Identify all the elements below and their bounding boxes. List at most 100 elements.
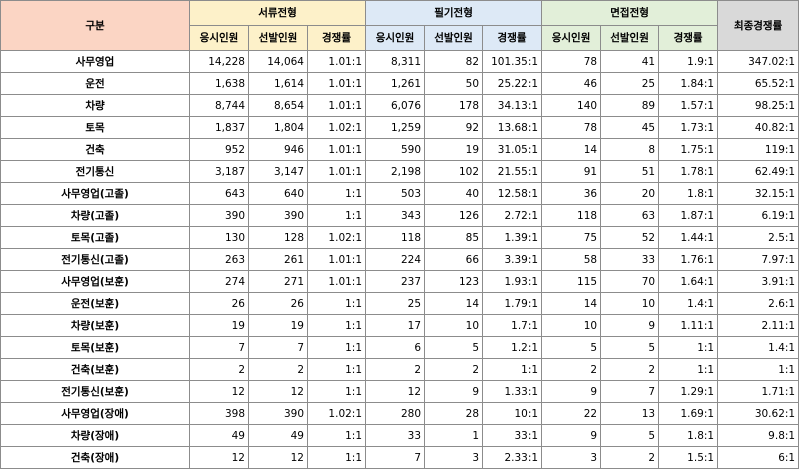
doc-applicants-cell: 8,744	[189, 94, 249, 117]
row-category-cell: 전기통신(보훈)	[0, 380, 190, 403]
table-row: 전기통신(보훈) 12 12 1:1 12 9 1.33:1 9 7 1.29:1 1.71:1	[0, 380, 800, 403]
row-category-cell: 사무영업(보훈)	[0, 270, 190, 293]
interview-applicants-cell: 78	[541, 50, 602, 73]
interview-applicants-cell: 75	[541, 226, 602, 249]
table-row: 사무영업(고졸) 643 640 1:1 503 40 12.58:1 36 20 1.8:1 32…	[0, 182, 800, 205]
written-selected-cell: 102	[424, 160, 484, 183]
written-rate-cell: 1.7:1	[482, 314, 543, 337]
interview-rate-cell: 1.57:1	[658, 94, 719, 117]
interview-applicants-cell: 140	[541, 94, 602, 117]
doc-rate-cell: 1:1	[306, 314, 367, 337]
written-applicants-header: 응시인원	[365, 25, 426, 51]
written-selected-cell: 82	[424, 50, 484, 73]
doc-rate-cell: 1.01:1	[306, 94, 367, 117]
doc-applicants-cell: 2	[189, 358, 249, 381]
interview-selected-cell: 2	[600, 358, 660, 381]
doc-rate-cell: 1:1	[306, 424, 367, 447]
interview-applicants-cell: 91	[541, 160, 602, 183]
doc-rate-cell: 1.01:1	[306, 160, 367, 183]
written-selected-cell: 123	[424, 270, 484, 293]
written-rate-cell: 34.13:1	[482, 94, 543, 117]
final-rate-cell: 7.97:1	[717, 248, 800, 271]
row-category-cell: 건축	[0, 138, 190, 161]
table-row: 건축(장애) 12 12 1:1 7 3 2.33:1 3 2 1.5:1 6:1	[0, 446, 800, 469]
written-rate-cell: 1.33:1	[482, 380, 543, 403]
written-selected-cell: 66	[424, 248, 484, 271]
interview-applicants-cell: 118	[541, 204, 602, 227]
table-row: 차량 8,744 8,654 1.01:1 6,076 178 34.13:1 140 89 1.…	[0, 94, 800, 117]
doc-rate-cell: 1:1	[306, 358, 367, 381]
doc-applicants-cell: 14,228	[189, 50, 249, 73]
written-selected-cell: 92	[424, 116, 484, 139]
interview-applicants-cell: 14	[541, 138, 602, 161]
doc-applicants-cell: 49	[189, 424, 249, 447]
doc-selected-cell: 7	[248, 336, 308, 359]
written-applicants-cell: 590	[365, 138, 426, 161]
doc-selected-cell: 390	[248, 204, 308, 227]
doc-rate-cell: 1.02:1	[306, 402, 367, 425]
written-rate-cell: 1.39:1	[482, 226, 543, 249]
doc-applicants-cell: 7	[189, 336, 249, 359]
row-category-cell: 사무영업(장애)	[0, 402, 190, 425]
interview-selected-cell: 52	[600, 226, 660, 249]
written-selected-cell: 28	[424, 402, 484, 425]
written-rate-cell: 2.72:1	[482, 204, 543, 227]
interview-rate-cell: 1.87:1	[658, 204, 719, 227]
interview-applicants-cell: 14	[541, 292, 602, 315]
doc-selected-cell: 390	[248, 402, 308, 425]
doc-applicants-cell: 643	[189, 182, 249, 205]
written-selected-cell: 5	[424, 336, 484, 359]
interview-applicants-cell: 46	[541, 72, 602, 95]
interview-selected-cell: 45	[600, 116, 660, 139]
written-rate-cell: 1.2:1	[482, 336, 543, 359]
final-rate-cell: 3.91:1	[717, 270, 800, 293]
interview-rate-cell: 1.29:1	[658, 380, 719, 403]
interview-rate-cell: 1.78:1	[658, 160, 719, 183]
final-rate-cell: 98.25:1	[717, 94, 800, 117]
final-rate-cell: 62.49:1	[717, 160, 800, 183]
written-rate-cell: 1.93:1	[482, 270, 543, 293]
row-category-cell: 사무영업(고졸)	[0, 182, 190, 205]
interview-selected-cell: 20	[600, 182, 660, 205]
written-rate-cell: 33:1	[482, 424, 543, 447]
written-selected-cell: 50	[424, 72, 484, 95]
interview-rate-cell: 1.73:1	[658, 116, 719, 139]
doc-selected-cell: 26	[248, 292, 308, 315]
interview-selected-cell: 41	[600, 50, 660, 73]
table-row: 토목(고졸) 130 128 1.02:1 118 85 1.39:1 75 52 1.44:1 2…	[0, 226, 800, 249]
doc-applicants-cell: 19	[189, 314, 249, 337]
interview-applicants-cell: 115	[541, 270, 602, 293]
interview-selected-cell: 89	[600, 94, 660, 117]
interview-rate-cell: 1:1	[658, 358, 719, 381]
interview-applicants-cell: 58	[541, 248, 602, 271]
interview-header: 면접전형	[541, 0, 719, 26]
written-selected-cell: 9	[424, 380, 484, 403]
doc-applicants-cell: 952	[189, 138, 249, 161]
interview-rate-cell: 1.11:1	[658, 314, 719, 337]
interview-applicants-cell: 9	[541, 424, 602, 447]
written-applicants-cell: 2,198	[365, 160, 426, 183]
final-rate-cell: 2.5:1	[717, 226, 800, 249]
written-rate-cell: 21.55:1	[482, 160, 543, 183]
interview-selected-cell: 70	[600, 270, 660, 293]
written-rate-cell: 12.58:1	[482, 182, 543, 205]
interview-selected-cell: 63	[600, 204, 660, 227]
written-applicants-cell: 503	[365, 182, 426, 205]
written-applicants-cell: 17	[365, 314, 426, 337]
written-applicants-cell: 237	[365, 270, 426, 293]
doc-applicants-cell: 3,187	[189, 160, 249, 183]
doc-rate-cell: 1.02:1	[306, 116, 367, 139]
row-category-cell: 차량(고졸)	[0, 204, 190, 227]
final-rate-cell: 6.19:1	[717, 204, 800, 227]
interview-applicants-header: 응시인원	[541, 25, 602, 51]
table-row: 건축(보훈) 2 2 1:1 2 2 1:1 2 2 1:1 1:1	[0, 358, 800, 381]
interview-rate-cell: 1:1	[658, 336, 719, 359]
doc-rate-cell: 1:1	[306, 336, 367, 359]
written-applicants-cell: 7	[365, 446, 426, 469]
written-applicants-cell: 6,076	[365, 94, 426, 117]
doc-rate-cell: 1:1	[306, 380, 367, 403]
table-row: 차량(장애) 49 49 1:1 33 1 33:1 9 5 1.8:1 9.8:1	[0, 424, 800, 447]
interview-rate-cell: 1.84:1	[658, 72, 719, 95]
written-applicants-cell: 224	[365, 248, 426, 271]
